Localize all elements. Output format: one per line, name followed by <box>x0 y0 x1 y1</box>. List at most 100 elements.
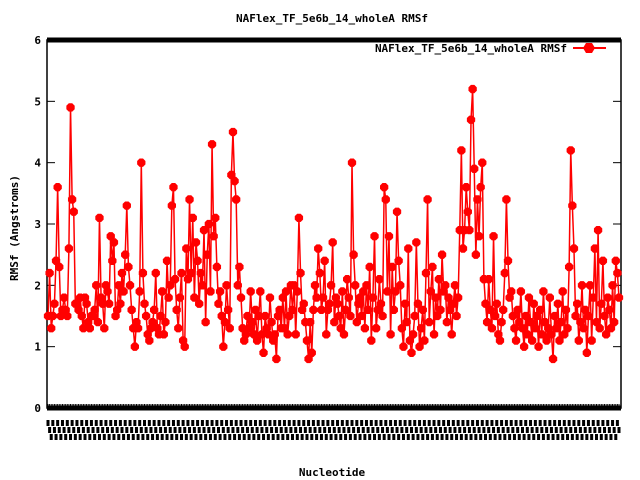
x-tick-label-glyph <box>364 420 368 426</box>
x-tick-label-glyph <box>617 427 621 433</box>
x-tick-label-glyph <box>548 420 552 426</box>
x-tick-label-glyph <box>228 434 232 440</box>
x-tick-label-glyph <box>204 434 208 440</box>
x-tick-label-glyph <box>274 427 278 433</box>
x-tick-label-glyph <box>569 427 573 433</box>
data-point <box>254 311 263 321</box>
x-tick-label-glyph <box>361 427 365 433</box>
data-point <box>462 183 471 192</box>
data-point <box>195 299 204 308</box>
x-tick-label-glyph <box>519 420 523 426</box>
x-tick-label-glyph <box>302 420 306 426</box>
x-tick-label-glyph <box>88 434 92 440</box>
x-tick-label-glyph <box>170 434 174 440</box>
x-tick-label-glyph <box>339 434 343 440</box>
y-tick-label: 6 <box>34 34 41 47</box>
data-point <box>447 330 456 339</box>
data-point <box>400 299 410 308</box>
x-axis-label: Nucleotide <box>299 466 366 479</box>
data-point <box>502 195 511 204</box>
x-tick-label-glyph <box>319 434 323 440</box>
x-tick-label-glyph <box>223 434 227 440</box>
data-point <box>492 299 501 308</box>
x-tick-label-glyph <box>157 420 161 426</box>
data-point <box>235 262 244 272</box>
x-tick-label-glyph <box>146 434 150 440</box>
x-tick-label-glyph <box>48 427 52 433</box>
data-point <box>482 317 492 327</box>
x-tick-label-glyph <box>321 420 325 426</box>
x-tick-label-glyph <box>282 420 286 426</box>
x-tick-label-glyph <box>139 427 143 433</box>
x-tick-label-glyph <box>144 427 148 433</box>
x-tick-label-glyph <box>480 420 484 426</box>
x-tick-label-glyph <box>496 427 500 433</box>
data-point <box>383 287 392 296</box>
data-point <box>589 293 598 302</box>
data-point <box>489 232 498 241</box>
data-point <box>531 324 540 333</box>
data-point <box>140 299 149 308</box>
data-point <box>185 195 194 204</box>
x-tick-label-glyph <box>199 434 203 440</box>
x-tick-label-glyph <box>221 427 225 433</box>
data-point <box>423 195 432 204</box>
data-point <box>603 293 612 302</box>
x-tick-label-glyph <box>426 434 430 440</box>
x-tick-label-glyph <box>578 427 582 433</box>
x-tick-label-glyph <box>522 434 526 440</box>
data-point <box>597 299 606 308</box>
data-point <box>521 311 530 321</box>
data-point <box>98 299 107 308</box>
data-point <box>135 287 144 296</box>
x-tick-label-glyph <box>607 427 611 433</box>
x-tick-label-glyph <box>577 420 581 426</box>
data-point <box>193 256 202 265</box>
x-tick-label-glyph <box>437 420 441 426</box>
y-tick-label: 0 <box>34 402 41 415</box>
x-tick-label-glyph <box>162 420 166 426</box>
x-tick-label-glyph <box>347 427 351 433</box>
x-tick-label-glyph <box>62 427 66 433</box>
x-tick-label-glyph <box>186 420 190 426</box>
x-tick-label-glyph <box>289 427 293 433</box>
x-tick-label-glyph <box>270 427 274 433</box>
data-point <box>548 354 558 364</box>
x-tick-label-glyph <box>81 427 85 433</box>
data-point <box>233 281 242 290</box>
x-tick-label-glyph <box>329 434 333 440</box>
x-tick-label-glyph <box>207 427 211 433</box>
data-point <box>252 336 262 345</box>
x-tick-label-glyph <box>102 434 106 440</box>
chart-title: NAFlex_TF_5e6b_14_wholeA RMSf <box>236 12 428 25</box>
data-point <box>341 305 350 315</box>
x-tick-label-glyph <box>427 420 431 426</box>
data-point <box>188 213 197 223</box>
data-point <box>130 342 140 351</box>
x-tick-label-glyph <box>358 434 362 440</box>
x-tick-label-glyph <box>125 427 129 433</box>
data-point <box>151 268 160 278</box>
x-tick-label-glyph <box>413 420 417 426</box>
data-point <box>53 183 62 192</box>
x-tick-label-glyph <box>572 420 576 426</box>
x-tick-label-glyph <box>416 434 420 440</box>
data-point <box>117 268 127 278</box>
x-tick-label-glyph <box>171 420 175 426</box>
data-point <box>127 305 136 315</box>
x-tick-label-glyph <box>253 420 257 426</box>
x-tick-label-glyph <box>543 420 547 426</box>
x-tick-label-glyph <box>371 427 375 433</box>
x-tick-label-glyph <box>556 434 560 440</box>
data-point <box>437 250 447 259</box>
data-point <box>137 158 146 167</box>
data-point <box>283 330 292 339</box>
data-point <box>507 287 516 296</box>
data-point <box>267 317 276 327</box>
x-tick-label-glyph <box>114 420 118 426</box>
x-tick-label-glyph <box>292 420 296 426</box>
x-tick-label-glyph <box>551 434 555 440</box>
x-tick-label-glyph <box>549 427 553 433</box>
data-point <box>201 317 210 327</box>
data-point <box>495 336 505 345</box>
